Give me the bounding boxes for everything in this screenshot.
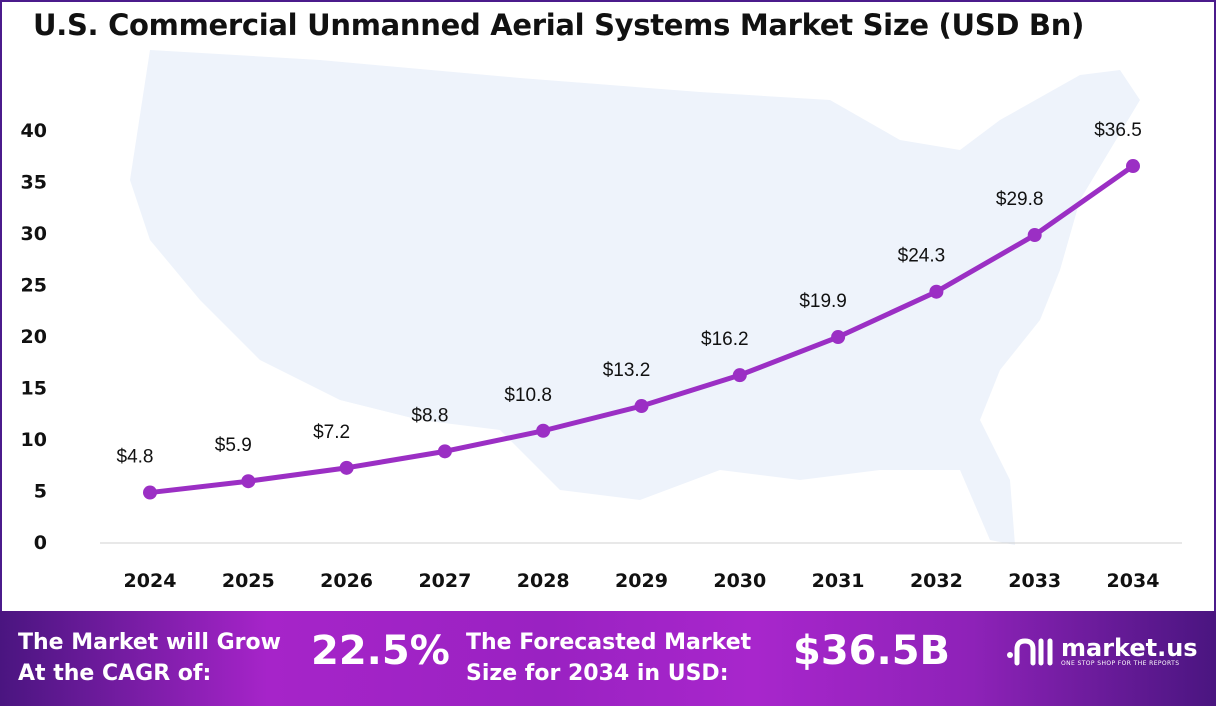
data-label: $16.2	[701, 329, 749, 350]
x-tick-label: 2034	[1107, 570, 1160, 592]
x-tick-label: 2028	[517, 570, 570, 592]
logo-tagline: ONE STOP SHOP FOR THE REPORTS	[1061, 659, 1180, 667]
y-tick-label: 25	[21, 275, 47, 297]
data-point	[831, 330, 846, 345]
logo-icon	[1007, 638, 1053, 666]
y-tick-label: 30	[21, 223, 47, 245]
data-point	[241, 474, 256, 489]
data-point	[1027, 228, 1042, 243]
x-tick-label: 2029	[615, 570, 668, 592]
x-tick-label: 2026	[320, 570, 373, 592]
chart-title: U.S. Commercial Unmanned Aerial Systems …	[33, 8, 1085, 42]
x-tick-label: 2033	[1008, 570, 1061, 592]
data-point	[732, 368, 747, 383]
data-label: $7.2	[313, 422, 350, 443]
y-tick-label: 20	[21, 326, 47, 348]
cagr-label-line2: At the CAGR of:	[18, 661, 212, 686]
forecast-label: The Forecasted Market Size for 2034 in U…	[466, 627, 751, 689]
data-label: $13.2	[603, 360, 651, 381]
market-us-logo: market.us ONE STOP SHOP FOR THE REPORTS	[1005, 633, 1198, 669]
cagr-label: The Market will Grow At the CAGR of:	[18, 627, 281, 689]
data-label: $10.8	[504, 385, 552, 406]
data-point	[1126, 159, 1140, 174]
y-tick-label: 40	[21, 120, 47, 142]
forecast-label-line2: Size for 2034 in USD:	[466, 661, 729, 686]
data-label: $24.3	[898, 246, 946, 267]
x-tick-label: 2032	[910, 570, 963, 592]
x-tick-label: 2030	[713, 570, 766, 592]
cagr-label-line1: The Market will Grow	[18, 630, 281, 655]
data-point	[339, 460, 354, 475]
us-map-background	[130, 50, 1140, 545]
cagr-value: 22.5%	[311, 628, 450, 674]
data-label: $8.8	[411, 405, 448, 426]
data-point	[143, 485, 157, 500]
y-tick-label: 0	[34, 532, 47, 554]
x-tick-label: 2025	[222, 570, 275, 592]
x-tick-label: 2024	[124, 570, 177, 592]
data-label: $29.8	[996, 189, 1044, 210]
y-tick-label: 5	[34, 481, 47, 503]
data-label: $5.9	[215, 435, 252, 456]
x-tick-label: 2031	[812, 570, 865, 592]
y-tick-label: 10	[21, 429, 47, 451]
data-point	[437, 444, 452, 459]
data-point	[929, 284, 944, 299]
data-label: $36.5	[1094, 120, 1142, 141]
y-tick-label: 35	[21, 172, 47, 194]
data-label: $4.8	[117, 447, 154, 468]
summary-banner: The Market will Grow At the CAGR of: 22.…	[0, 611, 1216, 706]
data-label: $19.9	[799, 291, 847, 312]
forecast-value: $36.5B	[793, 628, 951, 674]
forecast-label-line1: The Forecasted Market	[466, 630, 752, 655]
data-point	[536, 423, 551, 438]
y-tick-label: 15	[21, 378, 47, 400]
data-point	[634, 399, 649, 414]
x-tick-label: 2027	[418, 570, 471, 592]
logo-name: market.us	[1061, 633, 1198, 662]
